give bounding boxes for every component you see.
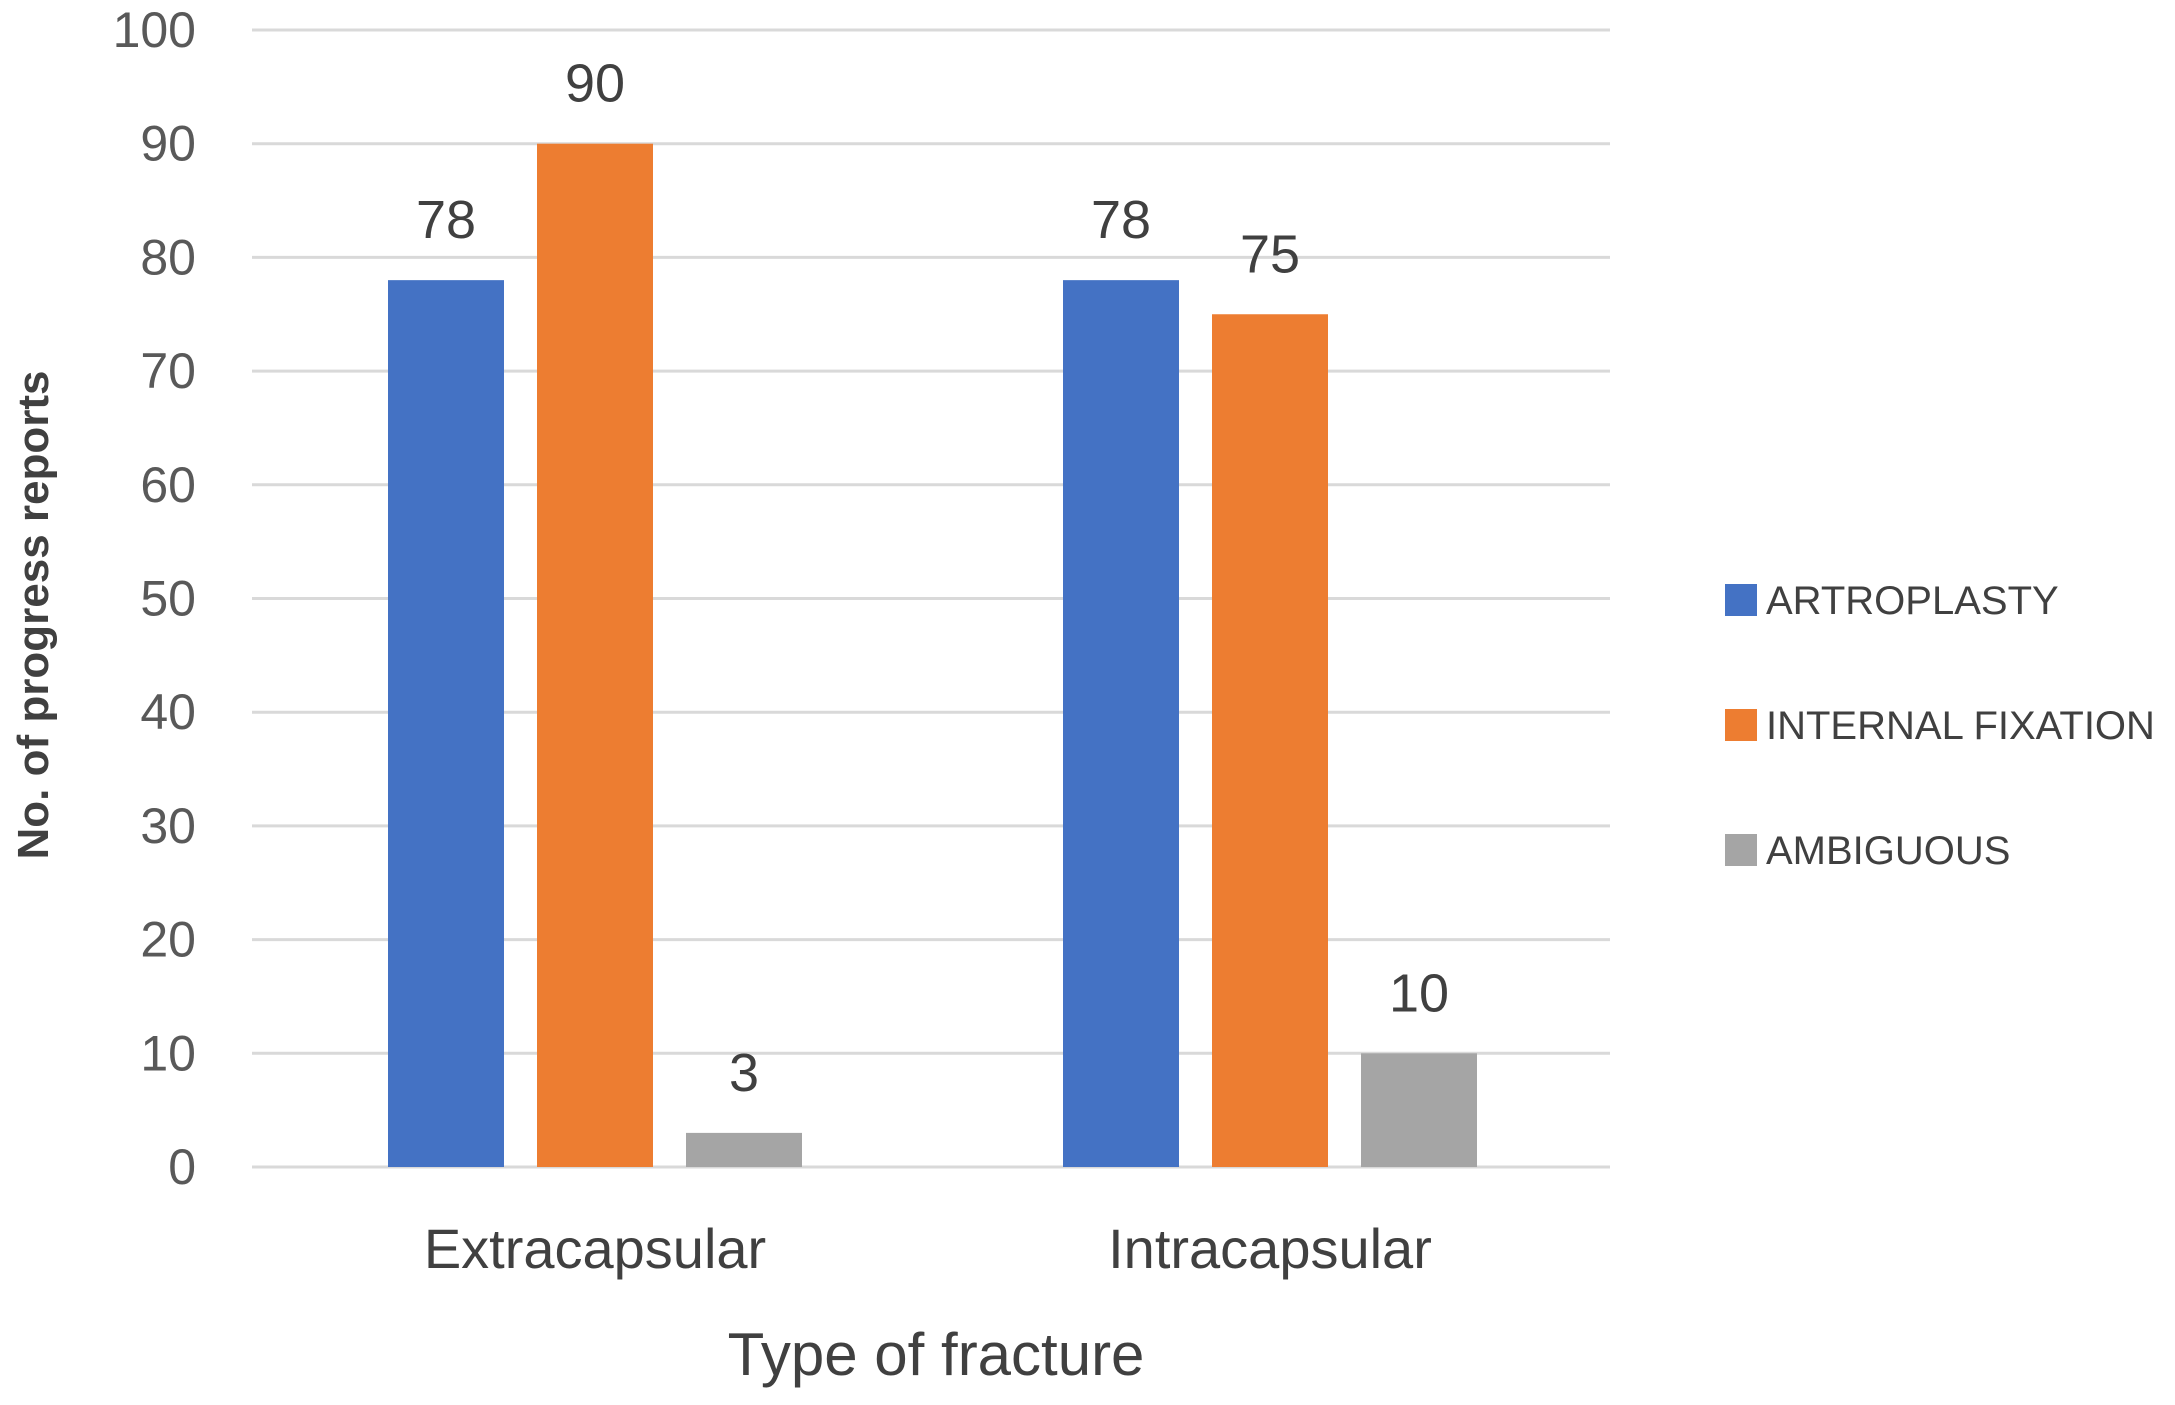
legend-swatch bbox=[1725, 709, 1757, 741]
legend-label: AMBIGUOUS bbox=[1766, 829, 2010, 873]
data-label: 78 bbox=[416, 190, 476, 250]
y-tick-label: 40 bbox=[140, 684, 196, 740]
y-tick-label: 60 bbox=[140, 457, 196, 513]
data-label: 90 bbox=[565, 54, 625, 114]
legend-swatch bbox=[1725, 834, 1757, 866]
x-axis-categories: Extracapsular Intracapsular bbox=[424, 1217, 1432, 1280]
data-label: 10 bbox=[1389, 963, 1449, 1023]
data-label: 75 bbox=[1240, 224, 1300, 284]
y-tick-label: 30 bbox=[140, 798, 196, 854]
y-axis-title: No. of progress reports bbox=[9, 371, 58, 860]
bar-internal-fixation bbox=[1212, 314, 1328, 1167]
bar-artroplasty bbox=[388, 280, 504, 1167]
legend-swatch bbox=[1725, 584, 1757, 616]
data-labels: 78 90 3 78 75 10 bbox=[416, 54, 1449, 1103]
bar-internal-fixation bbox=[537, 143, 653, 1167]
y-tick-label: 0 bbox=[168, 1139, 196, 1195]
bar-ambiguous bbox=[686, 1132, 802, 1167]
y-tick-label: 70 bbox=[140, 343, 196, 399]
legend: ARTROPLASTY INTERNAL FIXATION AMBIGUOUS bbox=[1725, 579, 2155, 873]
y-tick-label: 10 bbox=[140, 1025, 196, 1081]
data-label: 78 bbox=[1091, 190, 1151, 250]
legend-label: ARTROPLASTY bbox=[1766, 579, 2059, 623]
x-category-label: Extracapsular bbox=[424, 1217, 766, 1280]
y-tick-label: 90 bbox=[140, 116, 196, 172]
x-axis-title: Type of fracture bbox=[728, 1321, 1145, 1388]
y-tick-label: 50 bbox=[140, 571, 196, 627]
x-category-label: Intracapsular bbox=[1108, 1217, 1432, 1280]
y-tick-label: 80 bbox=[140, 229, 196, 285]
bars bbox=[388, 143, 1477, 1167]
legend-label: INTERNAL FIXATION bbox=[1766, 704, 2155, 748]
bar-artroplasty bbox=[1063, 280, 1179, 1167]
y-tick-label: 100 bbox=[113, 2, 196, 58]
data-label: 3 bbox=[729, 1043, 759, 1103]
y-tick-label: 20 bbox=[140, 912, 196, 968]
y-axis-ticks: 0 10 20 30 40 50 60 70 80 90 100 bbox=[113, 2, 196, 1195]
bar-ambiguous bbox=[1361, 1053, 1477, 1167]
